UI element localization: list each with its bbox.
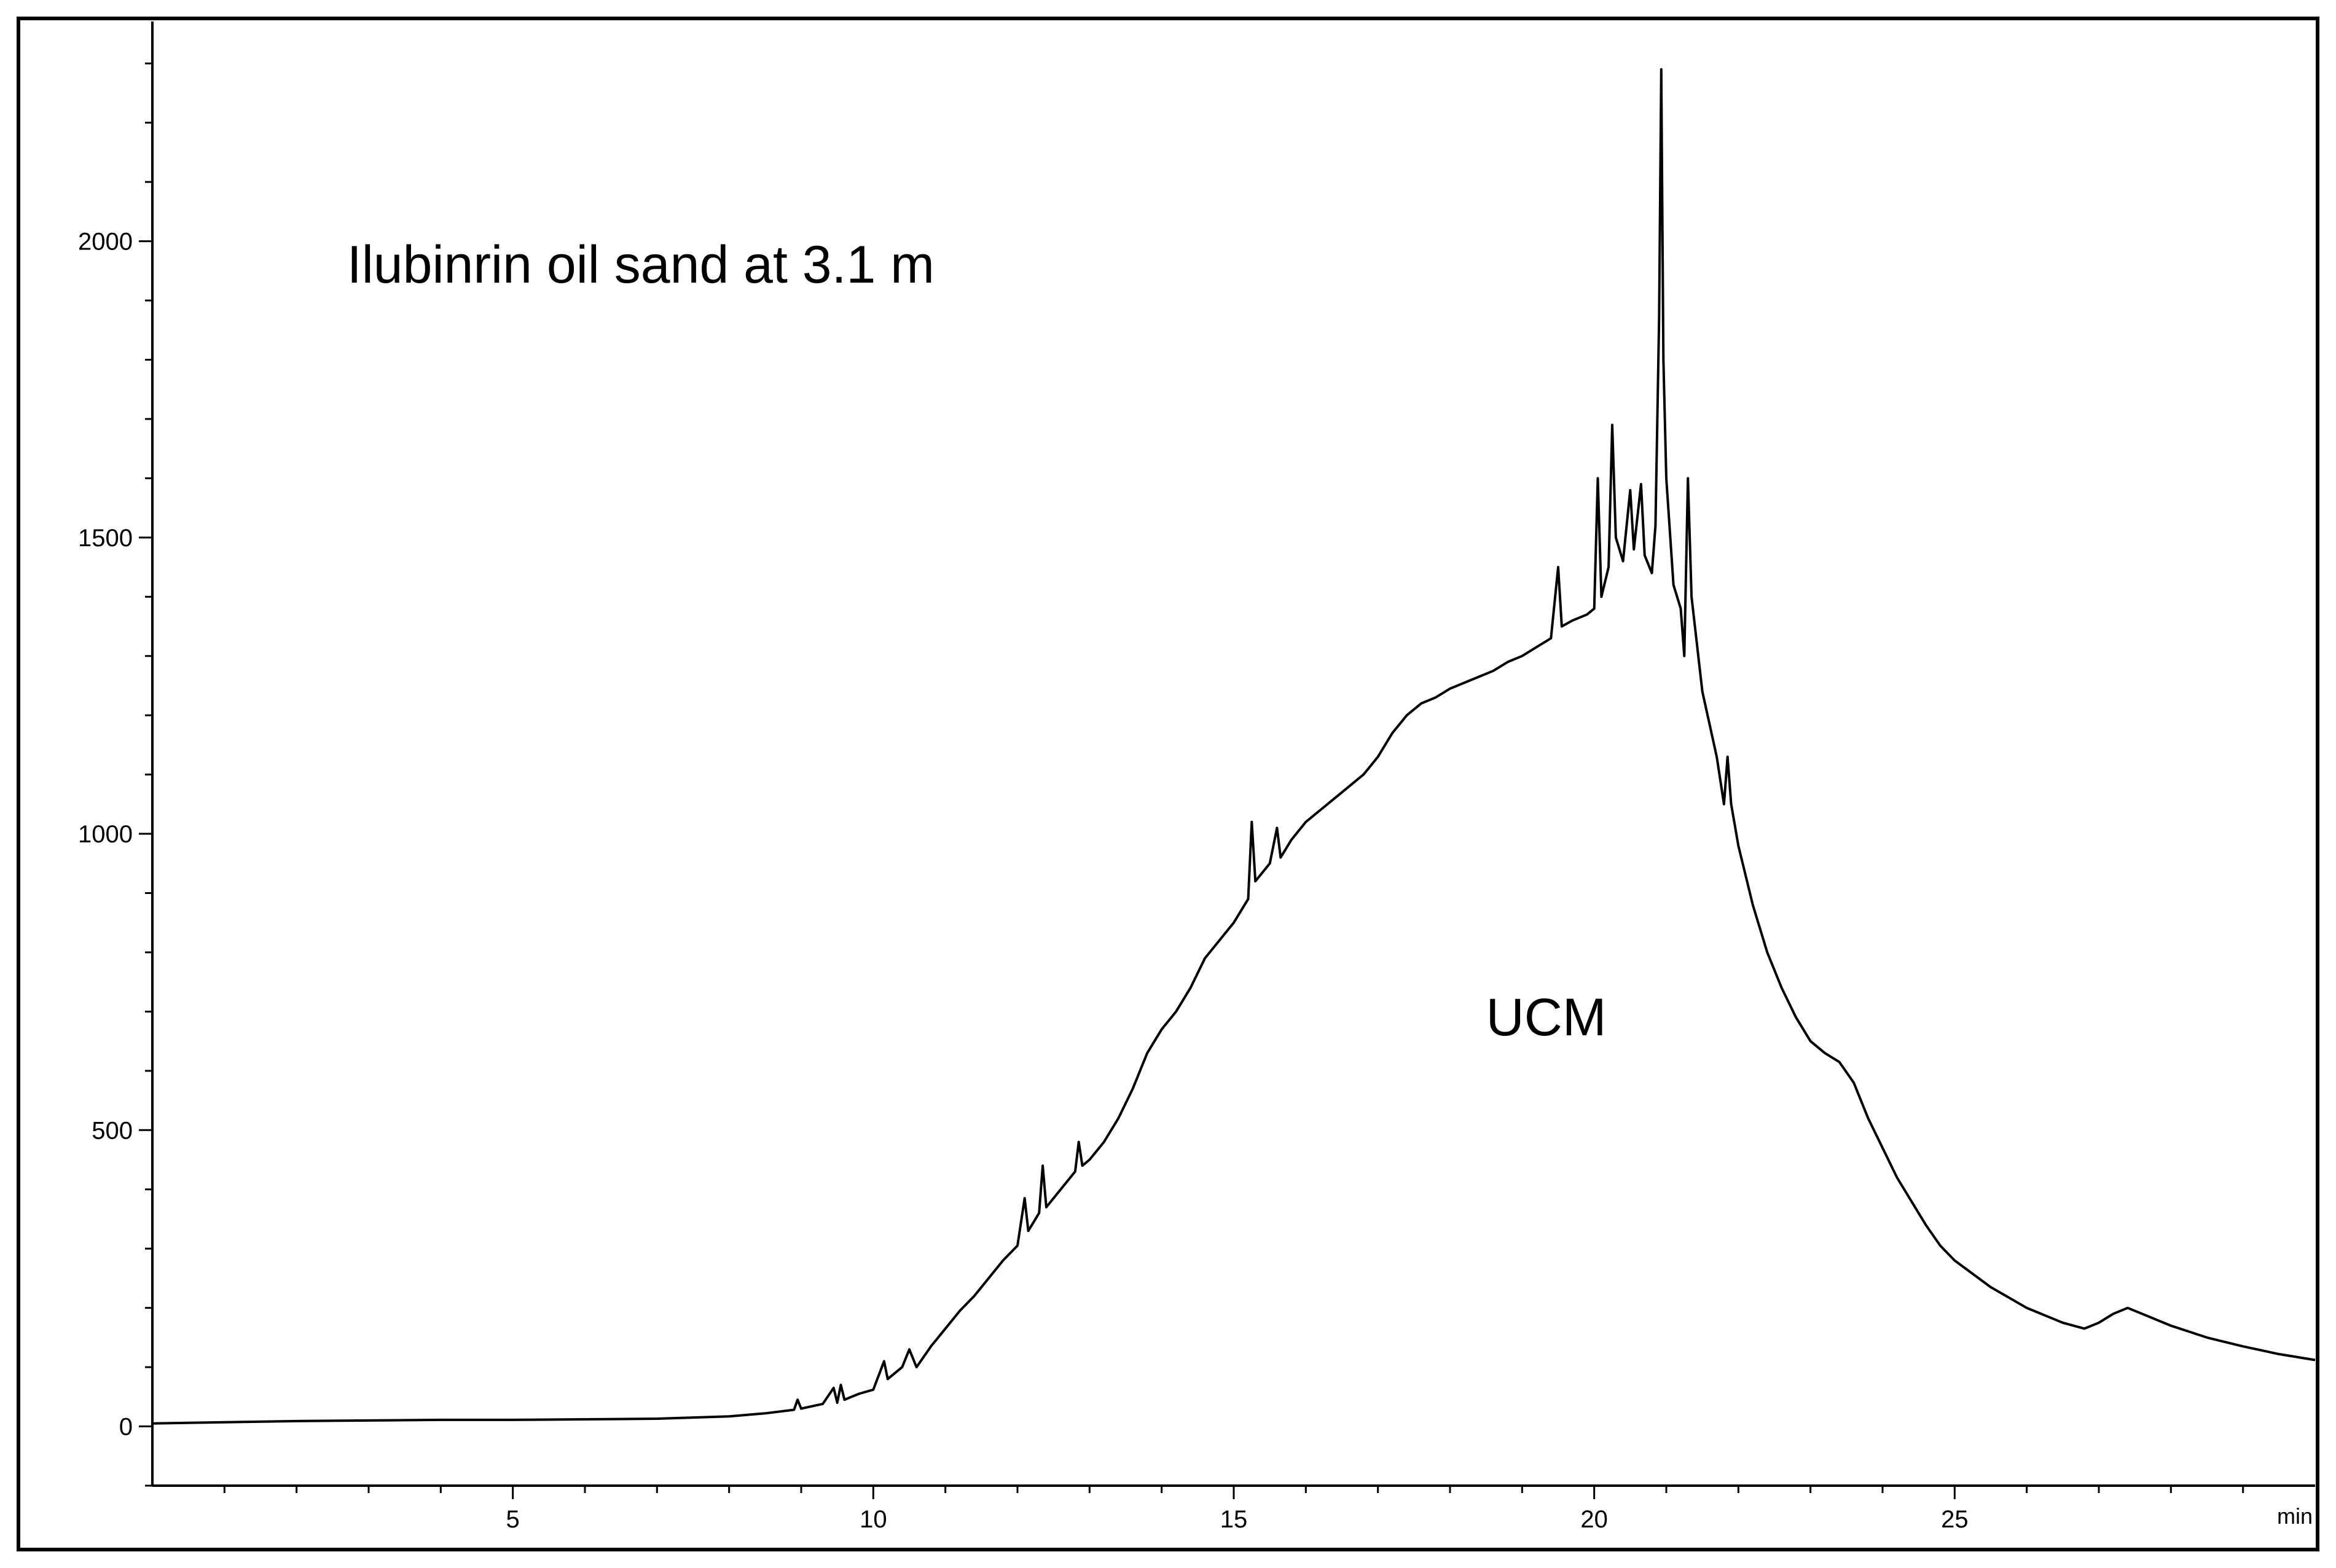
annotations: Ilubinrin oil sand at 3.1 m UCM: [347, 235, 1607, 1047]
y-tick-label: 2000: [78, 229, 133, 256]
annotation-label: UCM: [1486, 988, 1607, 1047]
x-tick-label: 20: [1580, 1506, 1608, 1533]
ticks: [139, 62, 2244, 1499]
x-tick-label: 5: [506, 1506, 520, 1533]
x-tick-label: 15: [1220, 1506, 1248, 1533]
outer-border: [17, 17, 2319, 1551]
y-tick-label: 500: [92, 1117, 133, 1144]
chromatogram-trace: [152, 68, 2316, 1425]
x-tick-label: 25: [1941, 1506, 1969, 1533]
x-unit-label: min: [2277, 1503, 2313, 1529]
x-tick-label: 10: [860, 1506, 887, 1533]
annotation-label: Ilubinrin oil sand at 3.1 m: [347, 235, 935, 294]
tick-labels: 5 10 15 20 25 0 500 1000 1500 2000: [78, 229, 1969, 1533]
y-tick-label: 1500: [78, 525, 133, 552]
y-tick-label: 0: [119, 1414, 133, 1441]
y-tick-label: 1000: [78, 821, 133, 848]
